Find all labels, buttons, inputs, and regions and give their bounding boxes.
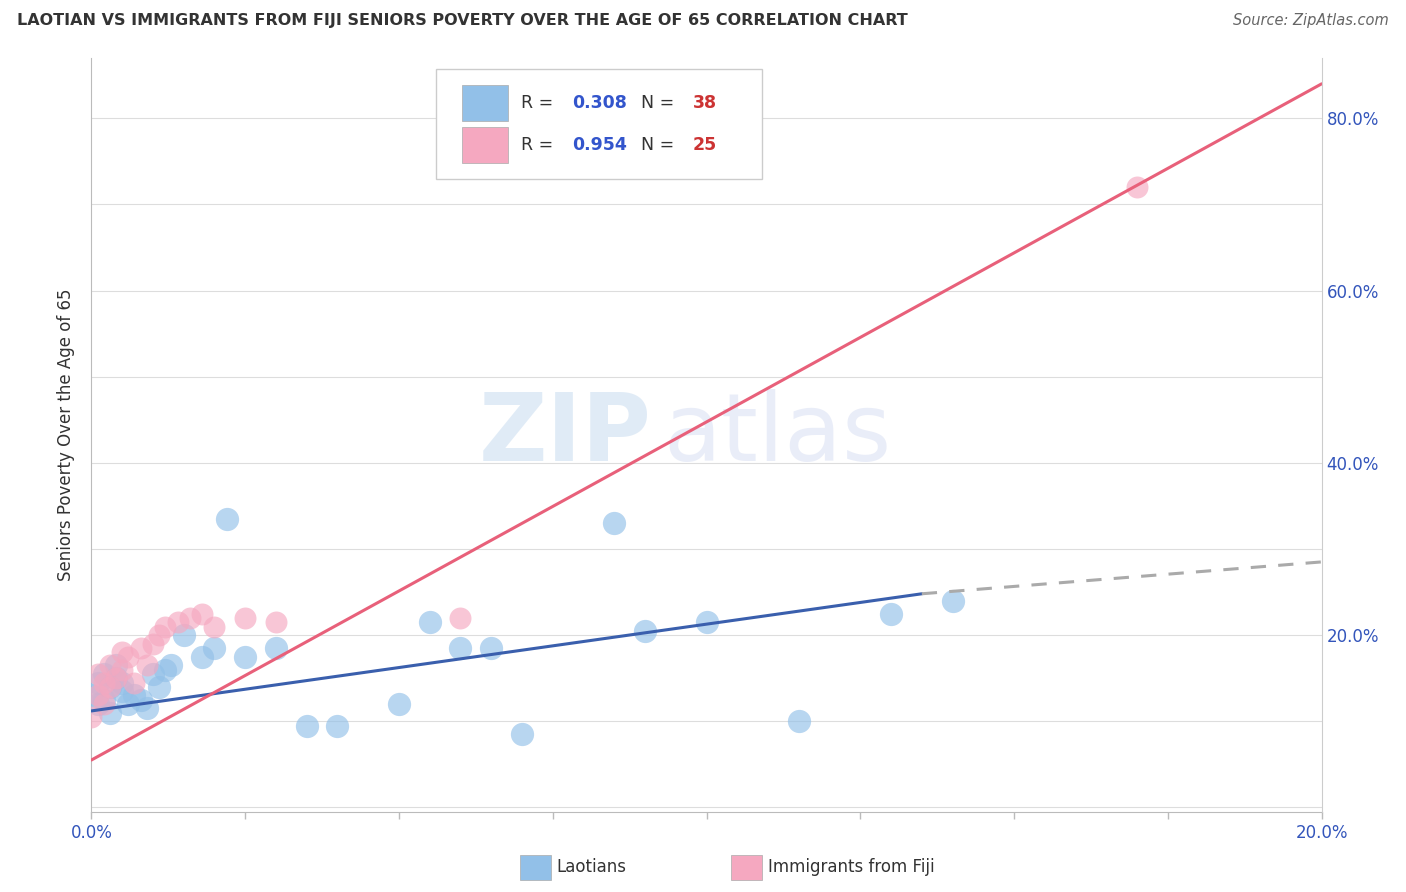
- Point: [135, 701, 157, 715]
- Point: [86, 666, 108, 681]
- Point: [202, 641, 225, 656]
- Point: [98, 680, 121, 694]
- Point: [93, 692, 115, 706]
- Point: [295, 718, 318, 732]
- Text: N =: N =: [641, 95, 681, 112]
- Point: [86, 689, 108, 703]
- Text: 0.954: 0.954: [572, 136, 627, 153]
- Point: [142, 637, 165, 651]
- Text: N =: N =: [641, 136, 681, 153]
- Point: [215, 512, 238, 526]
- Point: [179, 611, 201, 625]
- Text: 25: 25: [693, 136, 717, 153]
- Y-axis label: Seniors Poverty Over the Age of 65: Seniors Poverty Over the Age of 65: [58, 289, 76, 581]
- Point: [449, 611, 471, 625]
- Point: [98, 658, 121, 673]
- Point: [479, 641, 502, 656]
- Point: [86, 697, 108, 711]
- Text: 0.308: 0.308: [572, 95, 627, 112]
- Point: [124, 689, 146, 703]
- Point: [93, 697, 115, 711]
- Point: [233, 611, 256, 625]
- Point: [449, 641, 471, 656]
- Point: [942, 593, 965, 607]
- Point: [93, 666, 115, 681]
- Point: [117, 649, 139, 664]
- Point: [129, 641, 152, 656]
- Point: [117, 697, 139, 711]
- Text: R =: R =: [520, 95, 558, 112]
- Point: [111, 684, 134, 698]
- Point: [153, 619, 177, 633]
- Point: [510, 727, 533, 741]
- Point: [98, 680, 121, 694]
- Point: [105, 671, 127, 685]
- Point: [105, 671, 127, 685]
- Point: [93, 675, 115, 690]
- Point: [105, 658, 127, 673]
- Point: [80, 689, 103, 703]
- Point: [129, 692, 152, 706]
- Point: [326, 718, 349, 732]
- Point: [191, 649, 214, 664]
- Point: [111, 645, 134, 659]
- Point: [1126, 180, 1149, 194]
- Point: [124, 675, 146, 690]
- Point: [111, 675, 134, 690]
- Point: [787, 714, 810, 729]
- Point: [153, 663, 177, 677]
- Text: Immigrants from Fiji: Immigrants from Fiji: [768, 858, 935, 876]
- Bar: [461, 127, 509, 162]
- Point: [80, 710, 103, 724]
- Point: [264, 615, 287, 630]
- Point: [173, 628, 195, 642]
- Text: LAOTIAN VS IMMIGRANTS FROM FIJI SENIORS POVERTY OVER THE AGE OF 65 CORRELATION C: LAOTIAN VS IMMIGRANTS FROM FIJI SENIORS …: [17, 13, 908, 29]
- Text: 38: 38: [693, 95, 717, 112]
- Point: [233, 649, 256, 664]
- Point: [388, 697, 411, 711]
- Point: [111, 663, 134, 677]
- Point: [148, 680, 170, 694]
- Text: Laotians: Laotians: [557, 858, 627, 876]
- Bar: [461, 85, 509, 121]
- Text: Source: ZipAtlas.com: Source: ZipAtlas.com: [1233, 13, 1389, 29]
- Point: [634, 624, 657, 638]
- Point: [191, 607, 214, 621]
- Text: atlas: atlas: [664, 389, 891, 481]
- Point: [419, 615, 441, 630]
- Point: [264, 641, 287, 656]
- Point: [880, 607, 903, 621]
- Point: [160, 658, 183, 673]
- Point: [696, 615, 718, 630]
- Point: [603, 516, 626, 530]
- Point: [142, 666, 165, 681]
- Point: [135, 658, 157, 673]
- FancyBboxPatch shape: [436, 70, 762, 178]
- Point: [148, 628, 170, 642]
- Point: [202, 619, 225, 633]
- Point: [98, 706, 121, 720]
- Text: ZIP: ZIP: [478, 389, 651, 481]
- Point: [86, 675, 108, 690]
- Text: R =: R =: [520, 136, 558, 153]
- Point: [166, 615, 188, 630]
